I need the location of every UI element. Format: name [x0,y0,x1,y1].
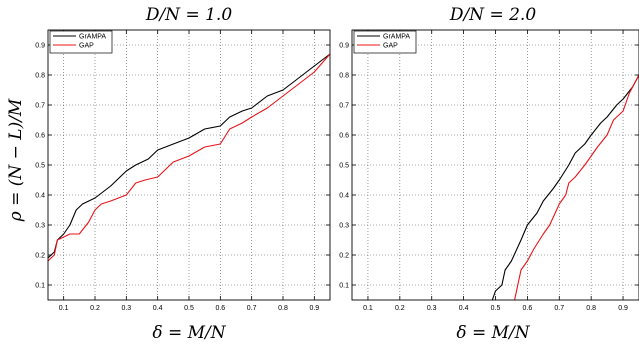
panel-left-ylabel: ρ = (N − L)/M [6,98,26,222]
x-tick-label: 0.2 [395,305,405,312]
y-tick-label: 0.9 [35,43,45,50]
y-tick-label: 0.1 [339,283,349,290]
panel-right: D/N = 2.0 0.1 0.2 0.3 0.4 0.5 0.6 0.7 0.8 0.9 0.1… [339,5,639,343]
panel-left: D/N = 1.0 0.1 0.2 0.3 0.4 0.5 0.6 0.7 0.8 0.9 0.1… [6,5,331,343]
x-tick-label: 0.3 [121,305,131,312]
axes-frame [47,29,331,301]
x-tick-label: 0.5 [491,305,501,312]
x-tick-label: 0.9 [618,305,628,312]
y-tick-label: 0.6 [339,133,349,140]
y-tick-label: 0.7 [35,103,45,110]
series-line-grampa [47,53,331,259]
y-tick-label: 0.5 [339,163,349,170]
y-tick-label: 0.3 [35,223,45,230]
panel-right-xlabel: δ = M/N [456,323,530,343]
x-tick-label: 0.5 [184,305,194,312]
y-tick-label: 0.8 [35,73,45,80]
legend-label-grampa: GrAMPA [79,34,106,41]
y-tick-label: 0.2 [35,253,45,260]
y-tick-label: 0.8 [339,73,349,80]
x-tick-label: 0.6 [523,305,533,312]
panel-left-title: D/N = 1.0 [145,5,233,25]
panel-left-xlabel: δ = M/N [152,323,226,343]
y-tick-label: 0.4 [35,193,45,200]
y-tick-label: 0.4 [339,193,349,200]
y-tick-label: 0.9 [339,43,349,50]
x-tick-label: 0.4 [153,305,163,312]
x-tick-label: 0.7 [247,305,257,312]
y-tick-label: 0.5 [35,163,45,170]
x-tick-label: 0.2 [90,305,100,312]
legend-label-grampa: GrAMPA [383,34,410,41]
x-tick-label: 0.3 [427,305,437,312]
x-tick-label: 0.8 [586,305,596,312]
x-tick-label: 0.1 [59,305,69,312]
y-tick-label: 0.7 [339,103,349,110]
x-tick-label: 0.6 [215,305,225,312]
series-line-gap [47,53,331,262]
legend-label-gap: GAP [79,43,94,50]
y-tick-label: 0.3 [339,223,349,230]
x-tick-label: 0.7 [554,305,564,312]
legend-label-gap: GAP [383,43,398,50]
y-tick-label: 0.6 [35,133,45,140]
series-line-gap [514,74,639,301]
x-tick-label: 0.1 [363,305,373,312]
x-tick-label: 0.4 [459,305,469,312]
panel-right-title: D/N = 2.0 [449,5,537,25]
x-tick-label: 0.8 [278,305,288,312]
y-tick-label: 0.2 [339,253,349,260]
y-tick-label: 0.1 [35,283,45,290]
series-line-grampa [491,74,639,301]
axes-frame [351,29,639,301]
x-tick-label: 0.9 [309,305,319,312]
